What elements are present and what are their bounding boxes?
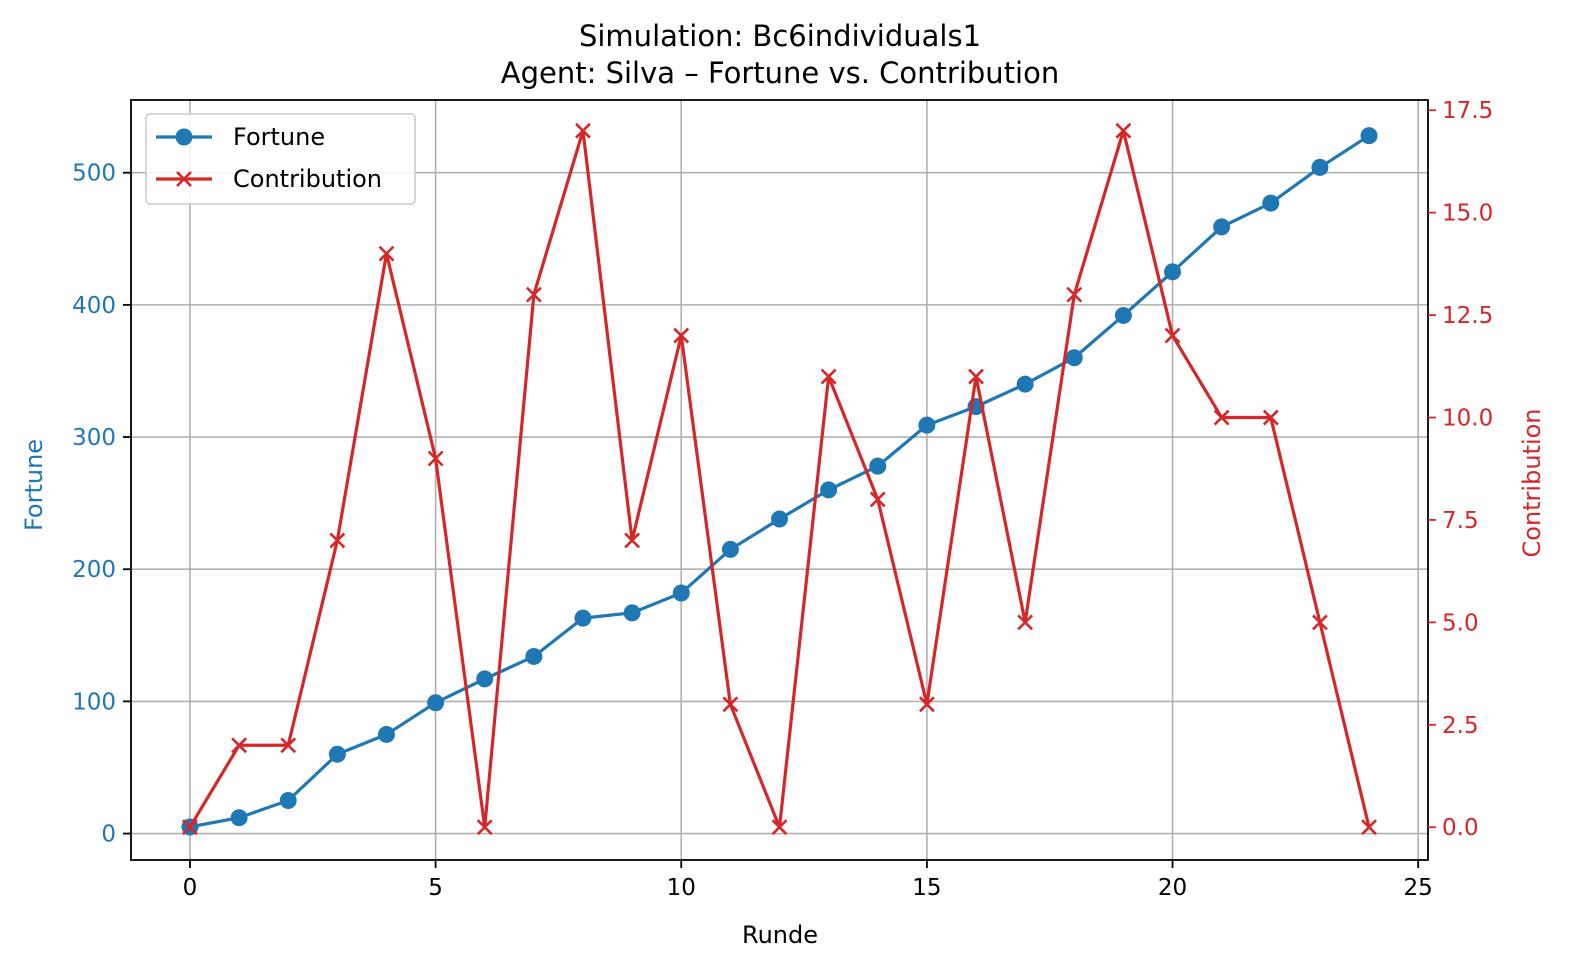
data-point-contribution [722, 696, 739, 713]
data-point-fortune [377, 725, 395, 743]
data-point-contribution [182, 819, 198, 836]
data-point-fortune [574, 609, 592, 627]
data-point-fortune [721, 540, 739, 558]
data-point-fortune [1114, 306, 1132, 324]
data-point-contribution [820, 368, 837, 385]
data-point-contribution [575, 122, 591, 139]
data-point-fortune [1164, 263, 1182, 281]
legend-box [145, 113, 416, 205]
legend-item-contribution: Contribution [156, 165, 382, 193]
y-tick-label-left: 100 [72, 689, 116, 715]
data-point-contribution [968, 368, 984, 385]
data-point-contribution [1312, 614, 1328, 631]
data-point-contribution [231, 737, 248, 754]
legend-label: Fortune [233, 123, 325, 151]
x-tick-label: 15 [912, 875, 941, 901]
series-contribution [182, 122, 1377, 836]
data-point-contribution [771, 819, 788, 836]
x-tick-label: 10 [667, 875, 696, 901]
data-point-fortune [672, 584, 690, 602]
y-tick-label-left: 500 [72, 161, 116, 187]
data-point-fortune [623, 604, 641, 622]
y-tick-label-right: 15.0 [1442, 201, 1493, 227]
data-point-contribution [1017, 614, 1034, 631]
chart-subtitle: Agent: Silva – Fortune vs. Contribution [501, 56, 1060, 90]
data-point-fortune [427, 694, 445, 712]
data-point-contribution [1066, 286, 1083, 303]
legend-marker [175, 128, 193, 146]
data-point-contribution [624, 532, 641, 549]
legend-item-fortune: Fortune [156, 123, 325, 151]
plot-area [131, 100, 1428, 860]
data-point-contribution [1361, 819, 1377, 836]
data-point-contribution [378, 245, 395, 262]
y-axis-label-right: Contribution [1518, 408, 1546, 557]
y-tick-label-right: 2.5 [1442, 713, 1479, 739]
y-axis-label-left: Fortune [20, 439, 48, 531]
data-point-contribution [329, 532, 346, 549]
x-tick-label: 25 [1404, 875, 1433, 901]
y-tick-label-right: 7.5 [1442, 508, 1479, 534]
data-point-contribution [869, 491, 886, 508]
plot-border [130, 99, 1429, 861]
y-tick-label-left: 0 [101, 822, 116, 848]
data-point-fortune [918, 416, 936, 434]
data-point-contribution [1115, 122, 1132, 139]
data-point-fortune [1213, 218, 1231, 236]
y-tick-label-right: 10.0 [1442, 406, 1493, 432]
data-point-fortune [1262, 194, 1280, 212]
grid [131, 100, 1428, 860]
y-tick-label-right: 0.0 [1442, 815, 1479, 841]
data-point-fortune [525, 647, 543, 665]
data-point-contribution [525, 286, 542, 303]
x-tick-label: 0 [183, 875, 198, 901]
chart-title: Simulation: Bc6individuals1 [579, 19, 981, 53]
data-point-contribution [1213, 409, 1230, 426]
data-point-contribution [673, 327, 690, 344]
series-layer [181, 122, 1378, 836]
legend: Fortune Contribution [145, 113, 416, 205]
data-point-fortune [1065, 349, 1083, 367]
data-point-contribution [476, 819, 493, 836]
data-point-fortune [1016, 375, 1034, 393]
x-axis-label: Runde [742, 921, 818, 949]
y-tick-label-right: 5.0 [1442, 610, 1479, 636]
x-tick-label: 5 [428, 875, 443, 901]
data-point-fortune [771, 510, 788, 528]
legend-label: Contribution [233, 165, 382, 193]
x-tick-label: 20 [1158, 875, 1187, 901]
data-point-contribution [1262, 409, 1279, 426]
data-point-fortune [279, 792, 297, 810]
legend-marker [176, 171, 192, 187]
data-point-fortune [869, 457, 887, 475]
data-point-contribution [280, 737, 297, 754]
y-tick-label-left: 400 [72, 293, 116, 319]
data-point-fortune [1311, 158, 1329, 176]
plot-background [131, 100, 1428, 860]
data-point-fortune [1360, 127, 1378, 145]
data-point-fortune [476, 670, 494, 688]
plot-frame [130, 99, 1429, 861]
y-tick-label-left: 200 [72, 557, 116, 583]
data-point-contribution [1164, 327, 1181, 344]
data-point-fortune [230, 809, 248, 827]
data-point-fortune [328, 745, 346, 763]
y-tick-label-right: 12.5 [1442, 303, 1493, 329]
data-point-contribution [427, 450, 444, 467]
y-tick-label-left: 300 [72, 425, 116, 451]
data-point-fortune [820, 481, 838, 499]
data-point-contribution [918, 696, 935, 713]
axis-ticks: 0 5 10 15 20 25 0 100 200 300 400 500 0.0 2.5 5.0 7.5 10… [72, 98, 1493, 901]
y-tick-label-right: 17.5 [1442, 98, 1493, 124]
